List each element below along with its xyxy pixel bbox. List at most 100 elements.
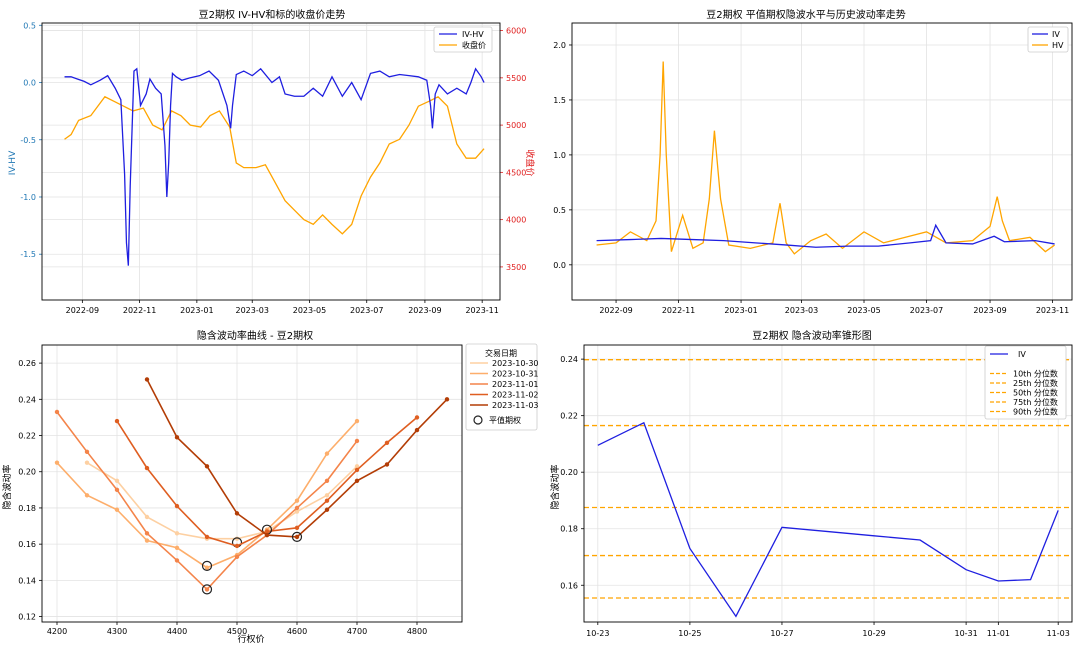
y2-tick-label: 4000 [506,216,526,225]
series-line-close [64,95,485,235]
legend-label: 2023-11-03 [492,401,539,410]
x-tick-label: 2023-07 [350,306,383,315]
x-tick-label: 2022-11 [662,306,695,315]
y-tick-label: 0.24 [18,395,36,404]
plot-area: 2022-09 2022-11 2023-01 2023-03 2023-05 2023-… [553,22,1073,315]
y2-tick-label: 3500 [506,263,526,272]
data-point [204,587,210,592]
y-tick-label: 0.18 [560,525,578,534]
x-tick-label: 11-01 [987,629,1010,638]
x-tick-label: 4600 [287,627,307,636]
data-point [324,498,330,503]
chart-title: 豆2期权 隐含波动率锥形图 [752,329,872,342]
x-tick-label: 10-23 [586,629,609,638]
data-point [174,503,180,509]
legend-label: 90th 分位数 [1013,407,1058,417]
series-line-iv [597,421,1059,618]
data-point [234,511,240,516]
data-point [174,558,180,563]
x-tick-label: 2023-11 [1036,306,1069,315]
legend-label: 10th 分位数 [1013,369,1058,379]
atm-marker [291,531,303,543]
legend-label: IV [1018,350,1026,359]
data-point [174,531,180,536]
x-axis-label: 行权价 [237,633,264,645]
data-point [144,377,150,382]
data-point [234,543,240,549]
y-axis-label: IV-HV [8,150,18,175]
y2-tick-label: 5000 [506,121,526,130]
y-tick-label: 0.20 [18,468,36,477]
legend: IV-HV 收盘价 [433,26,493,53]
data-point [144,538,150,543]
plot-frame [41,344,463,623]
legend-label: 2023-10-31 [492,370,539,379]
plot-area: 0.16 0.18 0.20 0.22 0.24 10-23 10-25 10-27 10-29… [560,344,1073,638]
data-point [324,478,330,483]
legend-label: 2023-10-30 [492,359,539,368]
chart-iv-hv-close: 豆2期权 IV-HV和标的收盘价走势 IV-HV 收盘价 2022-09 2022… [8,8,536,315]
y-tick-label: -1.0 [20,193,36,202]
data-point [294,534,300,540]
data-point [264,532,270,538]
chart-iv-cone: 豆2期权 隐含波动率锥形图 隐含波动率 0.16 0.18 0.20 0.22 0.24… [549,329,1073,638]
data-point [204,534,210,540]
legend: IV HV [1027,26,1069,53]
chart-iv-smile: 隐含波动率曲线 - 豆2期权 行权价 隐含波动率 4200 4300 4400 450… [1,329,539,645]
y-tick-label: 1.5 [553,96,566,105]
data-point [294,498,300,503]
y2-tick-label: 6000 [506,27,526,36]
data-point [354,464,360,469]
y-tick-label: 0.18 [18,504,36,513]
data-point [444,397,450,402]
legend-label: 2023-11-01 [492,380,539,389]
series-line-2023-11-02 [116,416,418,547]
data-point [354,478,360,483]
plot-frame [571,22,1073,301]
x-tick-label: 4500 [227,627,247,636]
y-axis-label: 隐含波动率 [1,464,13,509]
data-point [264,529,270,534]
data-point [234,554,240,560]
x-tick-label: 11-03 [1047,629,1070,638]
legend-label-iv-hv: IV-HV [462,30,484,39]
x-tick-label: 2023-09 [408,306,441,315]
y-tick-label: 0.14 [18,576,36,585]
data-point [294,525,300,531]
data-point [54,460,60,465]
data-point [54,409,60,415]
y2-axis-label: 收盘价 [524,149,536,176]
data-point [324,493,330,498]
data-point [174,435,180,440]
y-axis-label: 隐含波动率 [549,464,561,509]
x-tick-label: 2023-07 [910,306,943,315]
data-point [204,464,210,469]
x-tick-label: 10-29 [862,629,885,638]
legend-label: 25th 分位数 [1013,378,1058,388]
data-point [384,462,390,467]
legend-title: 交易日期 [485,348,517,358]
x-tick-label: 2023-05 [847,306,880,315]
x-tick-label: 2023-09 [973,306,1006,315]
data-point [174,545,180,550]
y-tick-label: 0.24 [560,355,578,364]
data-point [384,440,390,445]
y-tick-label: -1.5 [20,250,36,259]
x-tick-label: 4200 [47,627,67,636]
y2-tick-label: 4500 [506,168,526,177]
data-point [324,507,330,512]
y-tick-label: 0.12 [18,613,36,622]
y2-tick-label: 5500 [506,74,526,83]
data-point [204,565,210,570]
y-tick-label: 0.20 [560,468,578,477]
x-tick-label: 4300 [107,627,127,636]
plot-area: 4200 4300 4400 4500 4600 4700 4800 0.12 0.14 0.16… [18,344,463,636]
data-point [114,507,120,512]
series-line-2023-10-30 [86,461,358,540]
x-tick-label: 2023-03 [785,306,818,315]
plot-frame [583,344,1073,623]
y-tick-label: 2.0 [553,41,566,50]
atm-marker [201,584,213,595]
data-point [114,487,120,493]
y-tick-label: -0.5 [20,136,36,145]
